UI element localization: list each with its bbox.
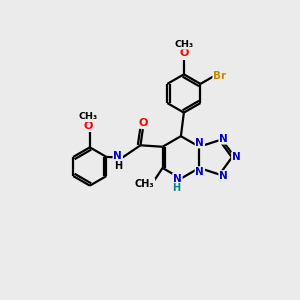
Text: CH₃: CH₃: [79, 112, 98, 121]
Text: O: O: [180, 48, 189, 58]
Text: Br: Br: [213, 71, 226, 81]
Text: H: H: [114, 161, 122, 171]
Text: N: N: [219, 171, 228, 181]
Text: O: O: [84, 121, 93, 130]
Text: N: N: [173, 174, 182, 184]
Text: N: N: [219, 134, 228, 144]
Text: N: N: [196, 138, 204, 148]
Text: CH₃: CH₃: [135, 179, 155, 189]
Text: N: N: [196, 167, 204, 177]
Text: N: N: [232, 152, 241, 162]
Text: H: H: [172, 183, 181, 193]
Text: CH₃: CH₃: [175, 40, 194, 49]
Text: N: N: [113, 151, 122, 161]
Text: O: O: [138, 118, 148, 128]
